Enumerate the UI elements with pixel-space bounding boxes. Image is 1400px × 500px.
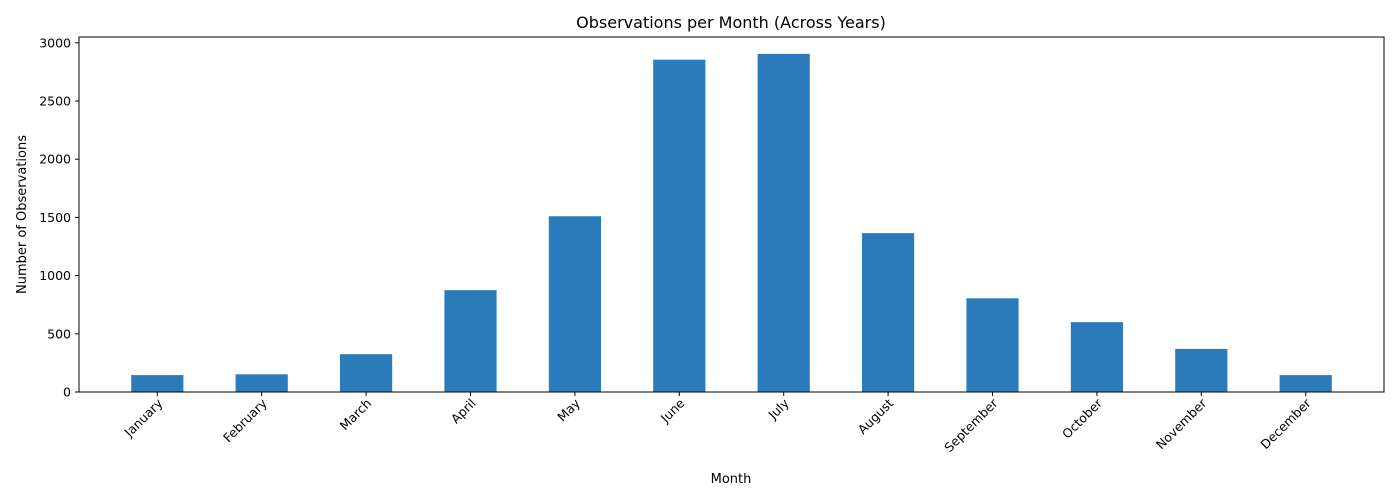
plot-frame xyxy=(78,36,1385,393)
x-tick-label-january: January xyxy=(121,395,166,440)
x-tick-label-may: May xyxy=(554,395,583,424)
bars-group xyxy=(131,53,1332,393)
x-tick-label-november: November xyxy=(1153,395,1210,452)
bar-november xyxy=(1175,348,1228,392)
x-tick-label-april: April xyxy=(448,396,479,427)
bar-august xyxy=(862,233,915,392)
bar-june xyxy=(653,59,706,393)
x-tick-label-march: March xyxy=(337,396,375,434)
x-axis: January February March April May June July Augu… xyxy=(121,392,1314,455)
x-tick-label-december: December xyxy=(1257,395,1314,452)
y-tick-label-500: 500 xyxy=(47,326,71,341)
bar-january xyxy=(131,375,184,392)
x-tick-label-july: July xyxy=(765,395,793,423)
y-tick-label-3000: 3000 xyxy=(39,35,71,50)
y-tick-label-0: 0 xyxy=(63,385,71,400)
bar-december xyxy=(1279,375,1332,392)
chart-title: Observations per Month (Across Years) xyxy=(576,13,886,32)
x-tick-label-september: September xyxy=(941,395,1001,455)
bar-march xyxy=(340,354,393,392)
bar-july xyxy=(757,53,810,393)
bar-february xyxy=(235,374,288,392)
x-axis-label: Month xyxy=(711,472,752,487)
bar-april xyxy=(444,290,497,392)
bar-may xyxy=(548,216,601,392)
y-axis-label: Number of Observations xyxy=(15,135,30,294)
x-tick-label-august: August xyxy=(855,395,897,437)
x-tick-label-february: February xyxy=(220,395,270,445)
bar-october xyxy=(1070,322,1123,392)
y-tick-label-2500: 2500 xyxy=(39,94,71,109)
y-tick-label-1500: 1500 xyxy=(39,210,71,225)
y-axis: 0 500 1000 1500 2000 2500 3000 xyxy=(39,35,79,400)
x-tick-label-october: October xyxy=(1059,395,1106,442)
y-tick-label-2000: 2000 xyxy=(39,152,71,167)
x-tick-label-june: June xyxy=(657,395,688,426)
y-tick-label-1000: 1000 xyxy=(39,268,71,283)
bar-september xyxy=(966,298,1019,392)
